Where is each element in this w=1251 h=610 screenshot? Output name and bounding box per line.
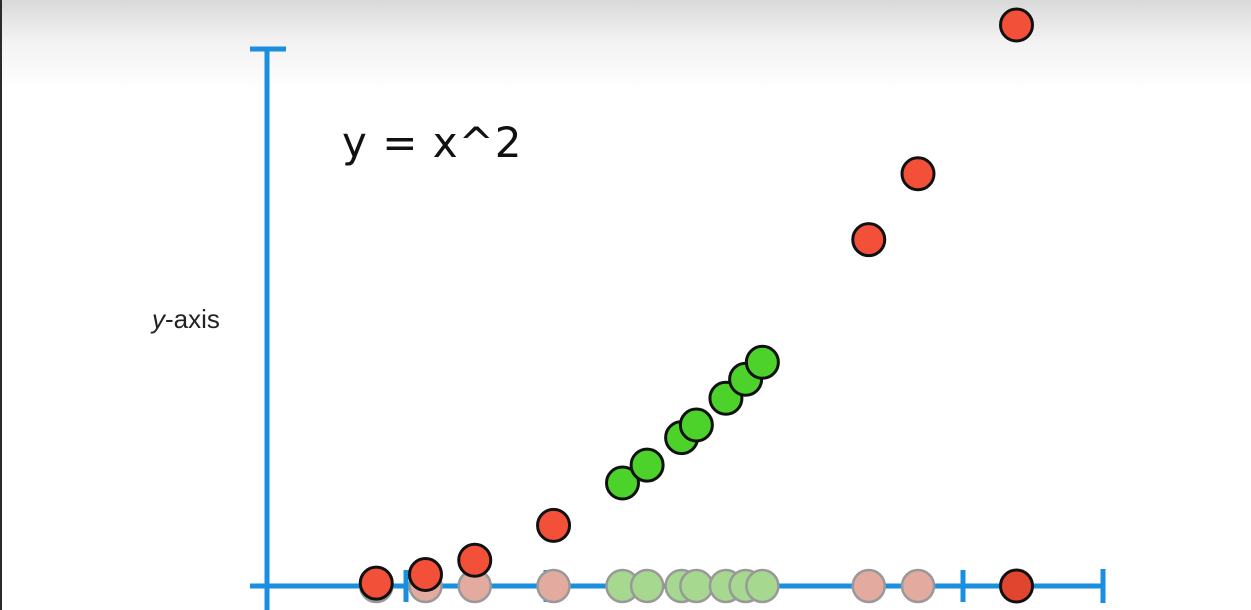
x-projection-green-6 <box>745 568 780 604</box>
left-edge-border <box>0 0 2 610</box>
x-projection-red-5 <box>900 568 936 604</box>
red-point-5 <box>900 156 936 192</box>
x-projection-red-dark-0 <box>999 568 1034 604</box>
x-projection-green-1 <box>629 568 665 604</box>
x-projection-green-3 <box>679 568 714 604</box>
red-point-0 <box>358 565 394 601</box>
green-point-1 <box>629 447 665 483</box>
equation-label: y = x^2 <box>342 118 523 167</box>
red-point-6 <box>999 7 1034 43</box>
y-axis-label: y-axis <box>152 304 220 335</box>
green-point-6 <box>744 344 780 380</box>
x-projection-red-3 <box>536 568 571 604</box>
red-point-3 <box>536 507 572 543</box>
red-point-2 <box>457 542 493 578</box>
top-gradient-band <box>0 0 1251 90</box>
green-point-0 <box>605 465 640 501</box>
x-projection-red-4 <box>851 568 886 604</box>
y-axis-label-suffix: -axis <box>165 304 220 334</box>
y-axis-label-variable: y <box>152 304 165 334</box>
red-point-1 <box>408 557 443 593</box>
green-point-3 <box>678 407 714 443</box>
red-point-4 <box>851 222 887 258</box>
